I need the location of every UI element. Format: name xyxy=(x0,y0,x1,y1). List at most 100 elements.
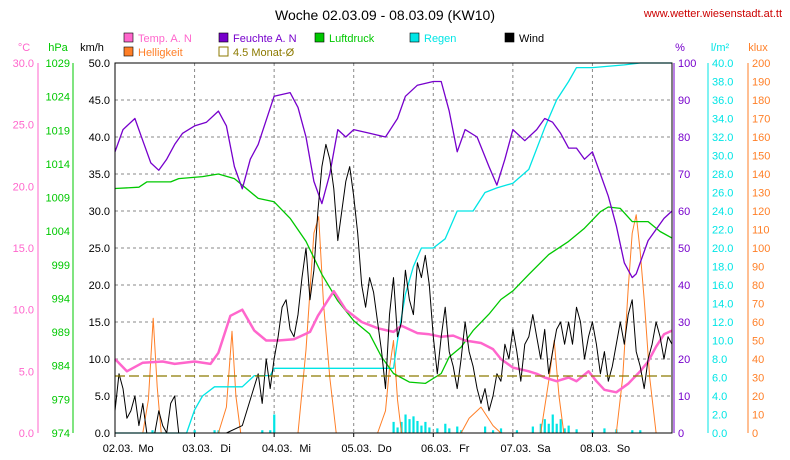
tick-label-rain: 18.0 xyxy=(712,262,733,274)
rain-bar xyxy=(567,425,570,433)
series-line-regen xyxy=(115,62,672,434)
legend-swatch xyxy=(123,46,134,57)
tick-label-light: 130 xyxy=(752,188,770,200)
rain-bar xyxy=(269,430,272,433)
x-tick-label-day: Sa xyxy=(537,443,551,455)
rain-bar xyxy=(400,421,403,433)
tick-label-wind: 20.0 xyxy=(89,280,110,292)
series-line-wind xyxy=(114,143,673,434)
rain-bar xyxy=(515,430,519,433)
axis-unit-labels: °C hPa km/h% l/m² klux xyxy=(18,42,768,54)
rain-bar xyxy=(428,427,431,433)
x-tick-label-date: 03.03. xyxy=(182,443,213,455)
legend-label: Luftdruck xyxy=(329,33,375,45)
x-tick-label-day: So xyxy=(617,443,630,455)
tick-label-rain: 28.0 xyxy=(712,169,733,181)
tick-label-rain: 16.0 xyxy=(712,280,733,292)
tick-label-light: 150 xyxy=(752,151,770,163)
tick-label-light: 70 xyxy=(752,299,764,311)
tick-label-light: 140 xyxy=(752,169,770,181)
rain-bar xyxy=(392,421,395,433)
tick-label-light: 90 xyxy=(752,262,764,274)
tick-label-wind: 50.0 xyxy=(89,58,110,70)
rain-bar xyxy=(543,419,546,433)
legend-label: 4.5 Monat-Ø xyxy=(233,47,295,59)
tick-label-wind: 45.0 xyxy=(89,95,110,107)
unit-label-pressure: hPa xyxy=(48,42,68,54)
tick-label-temp: 15.0 xyxy=(13,243,34,255)
tick-label-rain: 32.0 xyxy=(712,132,733,144)
tick-label-rain: 2.0 xyxy=(712,410,727,422)
tick-label-wind: 10.0 xyxy=(89,354,110,366)
tick-label-pressure: 1019 xyxy=(46,125,70,137)
tick-label-wind: 15.0 xyxy=(89,317,110,329)
tick-label-light: 50 xyxy=(752,336,764,348)
x-axis: 02.03. Mo 03.03. Di 04.03. Mi 05.03. Do 06.03. Fr… xyxy=(103,433,630,455)
tick-label-rain: 12.0 xyxy=(712,317,733,329)
legend-swatch xyxy=(409,32,420,43)
rain-bar xyxy=(193,430,196,433)
tick-label-humidity: 90 xyxy=(678,95,690,107)
series-line-feuchte-a-n xyxy=(114,80,673,279)
tick-label-light: 110 xyxy=(752,225,770,237)
tick-label-humidity: 60 xyxy=(678,206,690,218)
tick-label-rain: 10.0 xyxy=(712,336,733,348)
unit-label-wind: km/h xyxy=(80,42,104,54)
series-lines xyxy=(114,62,673,434)
x-tick-label-date: 02.03. xyxy=(103,443,134,455)
tick-label-pressure: 989 xyxy=(52,327,70,339)
tick-label-rain: 4.0 xyxy=(712,391,727,403)
legend-swatch xyxy=(218,32,229,43)
rain-bar xyxy=(639,430,642,433)
legend-label: Wind xyxy=(519,33,544,45)
tick-label-temp: 30.0 xyxy=(13,58,34,70)
tick-label-wind: 5.0 xyxy=(95,391,110,403)
tick-label-wind: 40.0 xyxy=(89,132,110,144)
tick-label-light: 40 xyxy=(752,354,764,366)
rain-bar xyxy=(563,428,566,433)
legend-swatch xyxy=(218,46,229,57)
plot-frame xyxy=(114,62,673,434)
tick-label-wind: 35.0 xyxy=(89,169,110,181)
tick-label-rain: 8.0 xyxy=(712,354,727,366)
tick-label-humidity: 70 xyxy=(678,169,690,181)
axes: 0.0 5.0 10.0 15.0 20.0 25.0 30.0 974 979 984 989 99… xyxy=(13,58,771,440)
rain-bar xyxy=(404,414,407,433)
tick-label-pressure: 1009 xyxy=(46,193,70,205)
tick-label-temp: 5.0 xyxy=(19,366,34,378)
x-tick-label-day: Mi xyxy=(299,443,311,455)
tick-label-rain: 24.0 xyxy=(712,206,733,218)
tick-label-rain: 14.0 xyxy=(712,299,733,311)
unit-label-temp: °C xyxy=(18,42,30,54)
tick-label-pressure: 999 xyxy=(52,260,70,272)
tick-label-light: 30 xyxy=(752,373,764,385)
tick-label-light: 170 xyxy=(752,114,770,126)
tick-label-humidity: 100 xyxy=(678,58,696,70)
tick-label-humidity: 20 xyxy=(678,354,690,366)
tick-label-light: 200 xyxy=(752,58,770,70)
rain-bar xyxy=(273,414,276,433)
rain-bar xyxy=(484,426,487,433)
tick-label-humidity: 50 xyxy=(678,243,690,255)
rain-bar xyxy=(539,423,542,433)
tick-label-light: 20 xyxy=(752,391,764,403)
tick-label-temp: 20.0 xyxy=(13,181,34,193)
rain-bar xyxy=(591,430,594,433)
tick-label-temp: 25.0 xyxy=(13,120,34,132)
rain-bar xyxy=(456,426,459,433)
tick-label-wind: 0.0 xyxy=(95,428,110,440)
tick-label-light: 160 xyxy=(752,132,770,144)
unit-label-rain: l/m² xyxy=(711,42,730,54)
tick-label-humidity: 30 xyxy=(678,317,690,329)
series-line-helligkeit xyxy=(115,214,672,434)
tick-label-light: 60 xyxy=(752,317,764,329)
x-tick-label-day: Di xyxy=(220,443,230,455)
tick-label-rain: 6.0 xyxy=(712,373,727,385)
source-url[interactable]: www.wetter.wiesenstadt.at.tt xyxy=(643,8,782,20)
rain-bar xyxy=(491,430,495,433)
grid xyxy=(115,63,672,433)
rain-bar xyxy=(555,423,558,433)
tick-label-rain: 0.0 xyxy=(712,428,727,440)
tick-label-pressure: 1004 xyxy=(46,226,70,238)
